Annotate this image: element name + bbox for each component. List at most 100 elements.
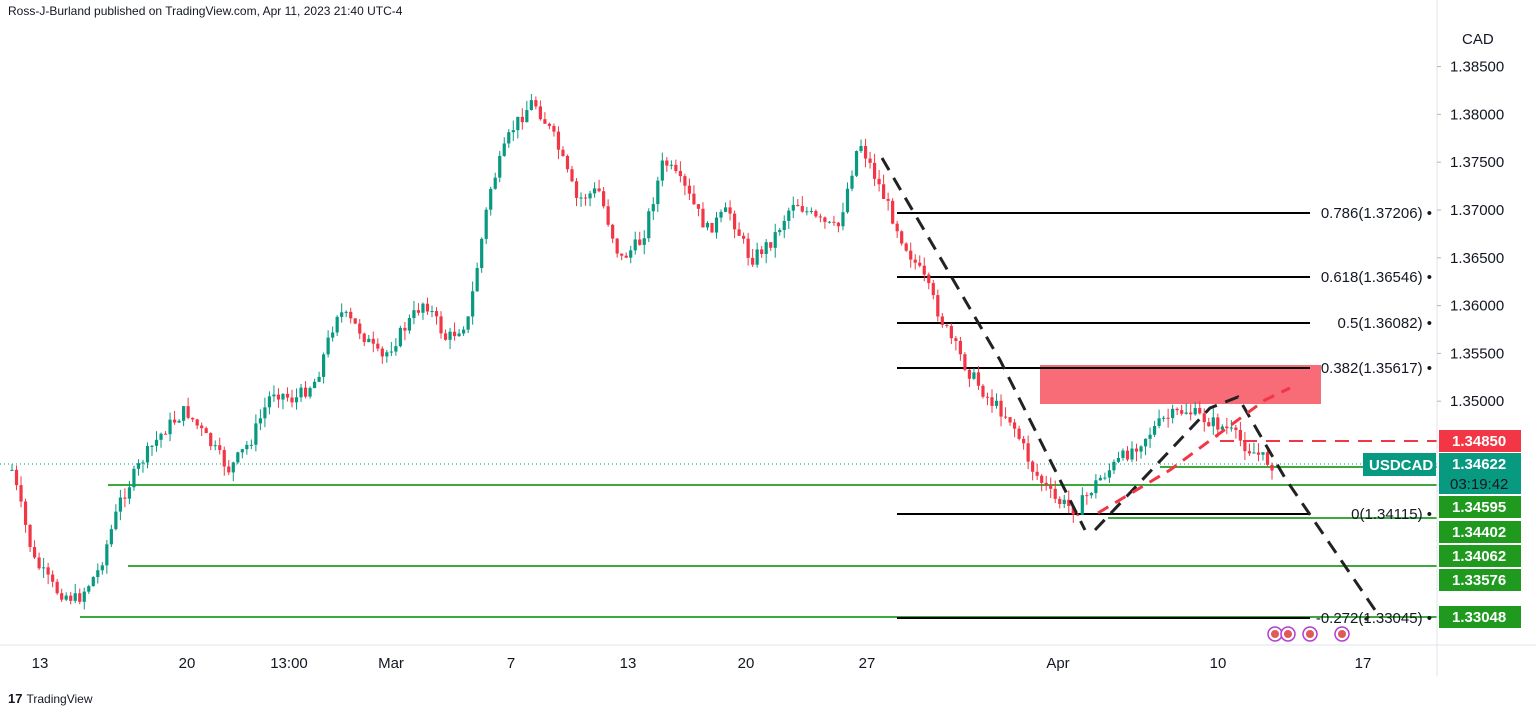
candle-body-211 xyxy=(963,354,967,370)
candle-body-12 xyxy=(64,595,68,600)
candle-body-216 xyxy=(985,396,990,398)
candle-body-201 xyxy=(918,262,922,266)
candle-body-256 xyxy=(1166,417,1170,419)
candle-body-172 xyxy=(787,210,791,221)
candle-body-74 xyxy=(344,311,348,313)
candle-body-175 xyxy=(800,206,804,212)
candle-body-159 xyxy=(728,207,732,214)
candle-body-160 xyxy=(732,213,737,230)
candle-body-28 xyxy=(136,463,141,469)
x-tick-label-9: 10 xyxy=(1210,655,1227,672)
candle-body-95 xyxy=(439,316,443,334)
candle-body-147 xyxy=(674,164,678,172)
supply-zone xyxy=(1040,365,1321,404)
candle-body-253 xyxy=(1152,426,1157,435)
candle-body-258 xyxy=(1175,408,1179,411)
candle-body-50 xyxy=(236,452,240,463)
candle-body-44 xyxy=(209,433,213,447)
candle-body-30 xyxy=(145,446,150,463)
candle-body-81 xyxy=(376,343,380,349)
candle-body-20 xyxy=(100,565,104,571)
tradingview-footer: 17 TradingView xyxy=(8,691,93,706)
candle-body-140 xyxy=(642,238,646,245)
current-price-text: 1.34622 xyxy=(1452,456,1506,473)
candle-body-105 xyxy=(484,209,488,239)
candle-body-169 xyxy=(773,232,777,248)
candle-body-267 xyxy=(1216,417,1220,430)
candle-body-77 xyxy=(358,323,362,334)
candle-body-221 xyxy=(1008,417,1012,423)
candle-body-38 xyxy=(182,406,186,421)
candle-body-239 xyxy=(1089,493,1093,496)
candle-body-72 xyxy=(335,316,339,333)
candle-body-101 xyxy=(466,316,470,330)
candle-body-223 xyxy=(1017,428,1021,439)
candle-body-73 xyxy=(340,312,344,317)
candle-body-161 xyxy=(737,229,741,236)
trend-dash-lines xyxy=(880,157,1437,642)
candle-body-251 xyxy=(1143,438,1148,447)
candle-body-64 xyxy=(299,387,303,398)
candle-body-115 xyxy=(529,100,533,111)
candle-body-96 xyxy=(443,333,448,340)
y-tick-label-2: 1.37500 xyxy=(1450,154,1504,171)
x-tick-label-7: 27 xyxy=(859,655,876,672)
candle-body-273 xyxy=(1243,440,1247,452)
candle-body-261 xyxy=(1189,412,1193,415)
candle-body-184 xyxy=(841,212,845,227)
candle-body-31 xyxy=(150,445,154,447)
candle-body-259 xyxy=(1180,410,1184,414)
symbol-tag-bg xyxy=(1363,453,1436,476)
candle-body-219 xyxy=(999,400,1003,417)
candle-body-269 xyxy=(1225,426,1229,429)
candle-body-142 xyxy=(651,204,655,212)
candle-body-276 xyxy=(1256,452,1261,455)
candle-body-274 xyxy=(1247,451,1252,454)
candle-body-126 xyxy=(579,197,583,199)
candle-body-66 xyxy=(308,388,312,397)
price-tag-bg-1 xyxy=(1439,496,1521,518)
candle-body-9 xyxy=(51,574,55,582)
price-tag-text-4: 1.33576 xyxy=(1452,572,1506,589)
candle-body-268 xyxy=(1220,426,1224,430)
candle-body-35 xyxy=(168,419,172,435)
candle-body-106 xyxy=(489,188,493,210)
candle-body-236 xyxy=(1076,514,1080,516)
candle-body-189 xyxy=(863,146,868,159)
candle-body-134 xyxy=(615,238,619,254)
candle-body-263 xyxy=(1198,408,1202,414)
candle-body-153 xyxy=(701,208,705,228)
fib-label-3: 0.382(1.35617) • xyxy=(1321,360,1432,377)
candle-body-157 xyxy=(719,211,723,218)
candle-body-183 xyxy=(836,222,841,227)
event-flag-dot-0 xyxy=(1271,630,1279,638)
price-tag-bg-3 xyxy=(1439,545,1521,567)
fib-label-2: 0.5(1.36082) • xyxy=(1338,315,1432,332)
candle-body-130 xyxy=(597,188,601,192)
trend-dash-projection xyxy=(1093,395,1377,622)
candle-body-94 xyxy=(434,311,439,317)
candle-body-192 xyxy=(877,178,881,185)
candle-body-43 xyxy=(204,428,208,434)
candle-body-224 xyxy=(1022,438,1026,444)
candle-body-137 xyxy=(629,250,633,258)
price-tag-bg-0 xyxy=(1439,430,1521,452)
candle-body-279 xyxy=(1270,464,1274,471)
candle-body-214 xyxy=(976,372,981,386)
candle-body-15 xyxy=(78,593,82,602)
candle-body-121 xyxy=(556,131,561,150)
candle-body-245 xyxy=(1116,457,1121,462)
candle-body-6 xyxy=(37,557,41,569)
candle-body-26 xyxy=(127,487,132,499)
candle-body-93 xyxy=(430,311,434,313)
candle-body-229 xyxy=(1044,482,1048,486)
candle-body-85 xyxy=(394,346,398,352)
candle-body-52 xyxy=(245,444,249,450)
candlesticks xyxy=(0,93,1437,610)
candle-body-196 xyxy=(895,223,899,232)
countdown-text: 03:19:42 xyxy=(1450,476,1508,493)
candle-body-120 xyxy=(552,125,556,132)
candle-body-266 xyxy=(1211,417,1215,427)
price-tag-bg-2 xyxy=(1439,521,1521,543)
